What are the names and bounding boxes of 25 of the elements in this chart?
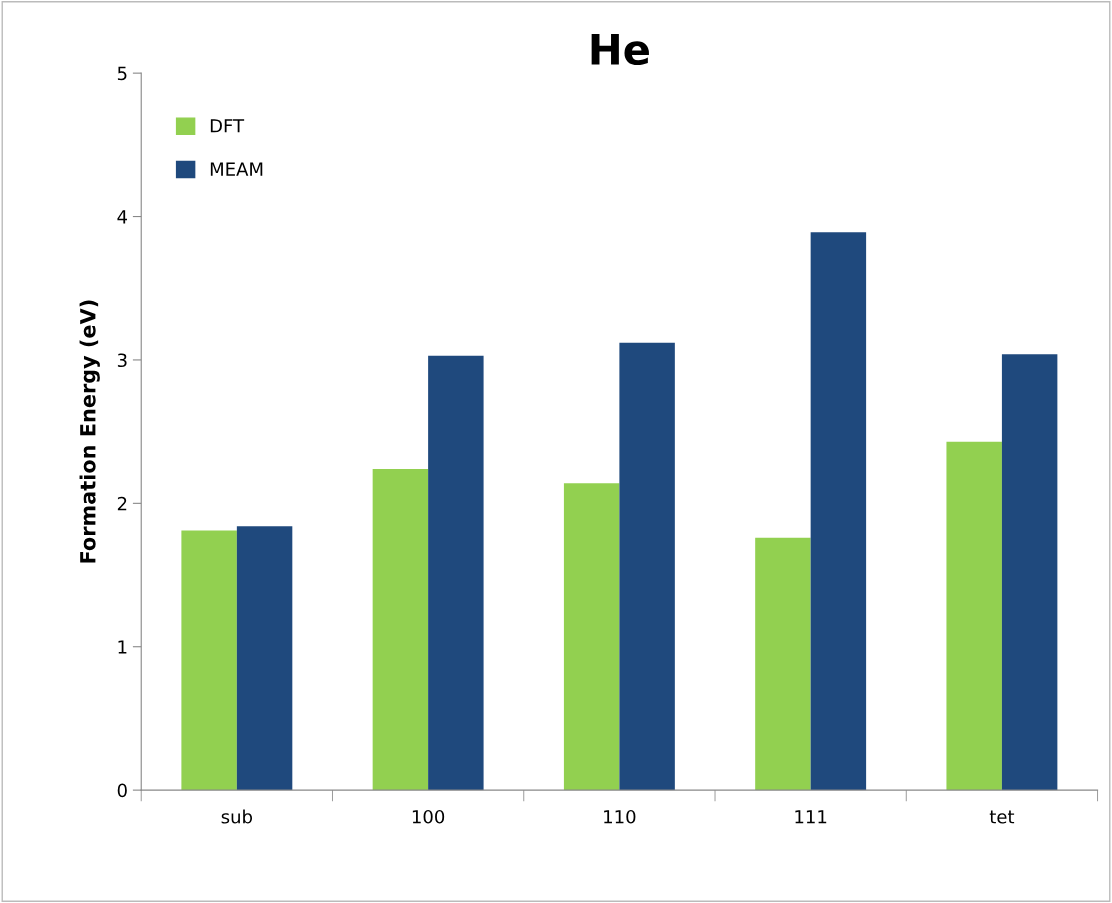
y-tick-label: 3 [117, 353, 127, 368]
bar [181, 530, 237, 791]
bar [372, 468, 429, 791]
y-tick-label: 1 [118, 640, 127, 654]
bar [946, 441, 1002, 791]
x-tick-label: 110 [604, 809, 636, 824]
legend-label: DFT [210, 119, 245, 133]
bar [755, 537, 811, 791]
bar [563, 483, 620, 791]
x-tick-label: 111 [795, 810, 827, 824]
y-tick-label: 5 [117, 66, 127, 81]
y-tick-label: 4 [117, 210, 128, 224]
legend-label: MEAM [210, 162, 263, 176]
x-tick-label: tet [989, 810, 1015, 824]
bar [428, 355, 484, 791]
bar [619, 342, 675, 791]
bar [236, 526, 293, 791]
y-tick-label: 2 [117, 496, 127, 511]
y-tick-label: 0 [117, 783, 127, 798]
y-axis-title: Formation Energy (eV) [79, 300, 100, 563]
bar [1001, 354, 1058, 791]
x-tick-label: 100 [412, 809, 445, 824]
chart-title: He [591, 34, 649, 66]
bar [810, 232, 867, 791]
x-tick-label: sub [221, 809, 253, 824]
